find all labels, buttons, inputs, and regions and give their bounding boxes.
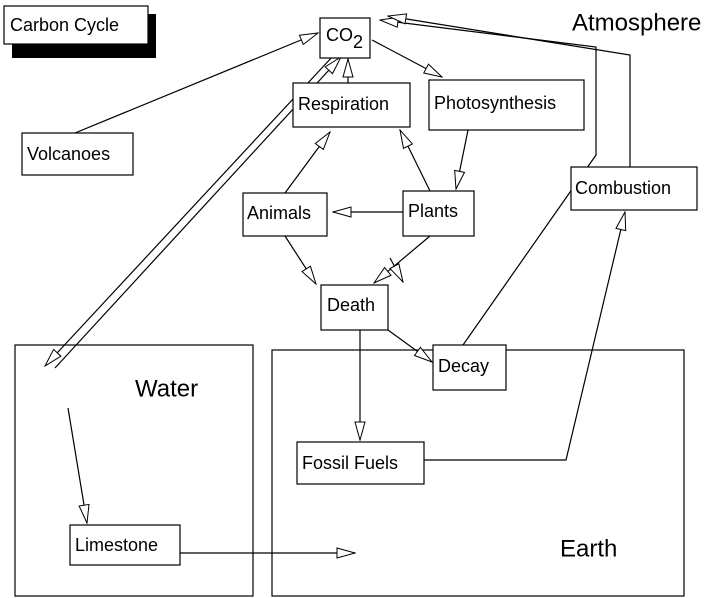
title-box [3,5,149,45]
combustion-box [570,166,698,211]
limestone-label: Limestone [75,535,158,555]
earth-label: Earth [560,535,617,562]
co2-label: CO2 [326,25,363,52]
limestone-box [69,524,181,566]
photosynthesis-box [428,79,585,131]
respiration-label: Respiration [298,94,389,114]
combustion-label: Combustion [575,178,671,198]
plants-label: Plants [408,201,458,221]
water-region [14,344,254,597]
animals-label: Animals [247,203,311,223]
decay-box [432,344,507,391]
respiration-box [292,82,411,128]
volcanoes-box [21,132,134,176]
fossil-fuels-label: Fossil Fuels [302,453,398,473]
death-box [320,284,389,331]
co2-subscript: 2 [353,32,363,52]
title: Carbon Cycle [10,15,119,35]
water-label: Water [135,375,198,402]
plants-box [402,190,475,237]
fossil-fuels-box [296,441,425,485]
atmosphere-label: Atmosphere [572,9,701,36]
animals-box [242,192,328,237]
co2-text: CO [326,25,353,45]
death-label: Death [327,295,375,315]
volcanoes-label: Volcanoes [27,144,110,164]
decay-label: Decay [438,356,489,376]
photosynthesis-label: Photosynthesis [434,93,556,113]
co2-box [319,17,371,59]
